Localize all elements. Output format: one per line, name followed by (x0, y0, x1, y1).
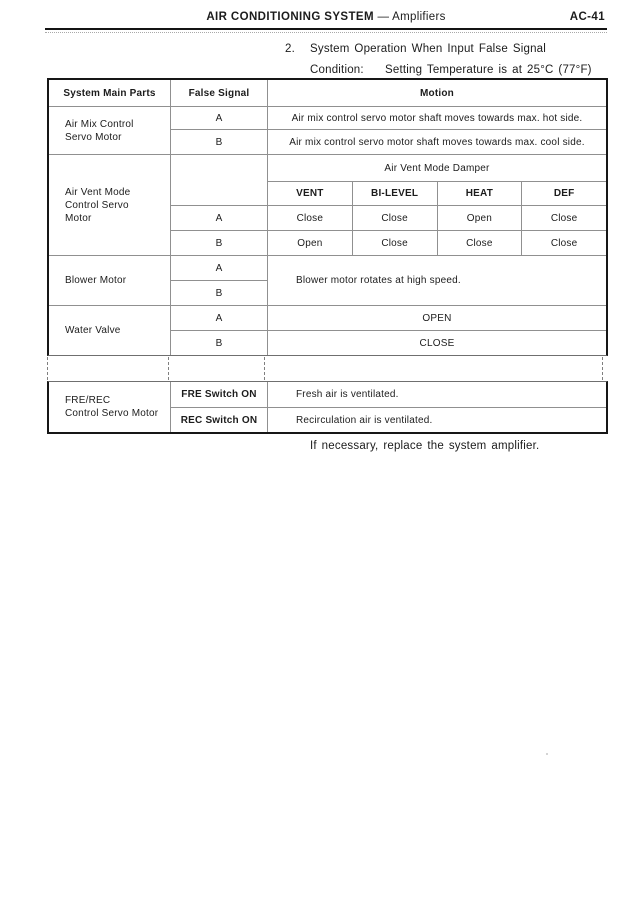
part-label-line: Air Mix Control (65, 118, 134, 130)
part-label-line: Blower Motor (65, 275, 127, 286)
damper-value-cell: Open (268, 231, 352, 255)
motion-cell: OPEN (268, 306, 606, 330)
part-cell-water-valve: Water Valve (49, 306, 170, 355)
part-cell-air-vent: Air Vent Mode Control Servo Motor (49, 155, 170, 255)
condition-line: Condition: Setting Temperature is at 25°C… (310, 60, 592, 81)
damper-value-cell: Close (352, 206, 437, 230)
signal-cell: A (171, 107, 267, 129)
signal-cell: B (171, 331, 267, 355)
damper-column-def: DEF (522, 182, 606, 205)
signal-cell: B (171, 130, 267, 154)
fre-rec-table: FRE/REC Control Servo Motor FRE Switch O… (47, 381, 608, 434)
motion-cell: Blower motor rotates at high speed. (268, 256, 606, 305)
motion-cell: Air mix control servo motor shaft moves … (268, 130, 606, 154)
page-title-separator: — (377, 11, 390, 23)
signal-cell: B (171, 231, 267, 255)
list-item-number: 2. (285, 43, 295, 55)
condition-label: Condition: (310, 64, 364, 76)
dashed-connector-line (602, 357, 603, 380)
part-cell-air-mix: Air Mix Control Servo Motor (49, 107, 170, 154)
damper-value-cell: Close (522, 231, 606, 255)
operation-table: System Main Parts False Signal Motion Ai… (47, 78, 608, 356)
damper-value-cell: Open (437, 206, 522, 230)
switch-cell: REC Switch ON (171, 408, 267, 432)
page-title-subtitle: Amplifiers (392, 11, 446, 23)
part-label-line: Servo Motor (65, 131, 122, 143)
column-header-signal: False Signal (171, 80, 267, 106)
section-heading: System Operation When Input False Signal (310, 43, 547, 55)
signal-cell: B (171, 281, 267, 305)
intro-heading-line: 2. System Operation When Input False Sign… (285, 39, 592, 60)
part-cell-fre-rec: FRE/REC Control Servo Motor (49, 382, 170, 432)
damper-value-cell: Close (352, 231, 437, 255)
motion-cell: Fresh air is ventilated. (268, 382, 606, 407)
signal-cell: A (171, 256, 267, 280)
part-label-line: Control Servo (65, 199, 129, 211)
header-rule-shadow (45, 32, 607, 33)
part-label-line: Motor (65, 212, 92, 224)
part-label-line: Water Valve (65, 325, 121, 336)
signal-cell: A (171, 206, 267, 230)
header-rule (45, 28, 607, 30)
column-header-motion: Motion (268, 80, 606, 106)
part-cell-blower: Blower Motor (49, 256, 170, 305)
signal-cell: A (171, 306, 267, 330)
damper-value-cell: Close (268, 206, 352, 230)
dashed-connector-line (47, 357, 48, 380)
footnote: If necessary, replace the system amplifi… (310, 440, 540, 452)
signal-cell-empty (171, 155, 267, 205)
page-header: AIR CONDITIONING SYSTEM — Amplifiers AC-… (45, 11, 607, 27)
damper-column-heat: HEAT (437, 182, 522, 205)
scan-speck (546, 753, 548, 755)
part-label-line: FRE/REC (65, 395, 111, 406)
motion-cell: Recirculation air is ventilated. (268, 408, 606, 432)
damper-title-cell: Air Vent Mode Damper (268, 155, 606, 181)
motion-cell: Air mix control servo motor shaft moves … (268, 107, 606, 129)
damper-value-cell: Close (437, 231, 522, 255)
part-label-line: Control Servo Motor (65, 408, 159, 419)
switch-cell: FRE Switch ON (171, 382, 267, 407)
damper-column-vent: VENT (268, 182, 352, 205)
page-number: AC-41 (569, 11, 605, 23)
page-title-main: AIR CONDITIONING SYSTEM (206, 11, 374, 23)
dashed-connector-line (168, 357, 169, 380)
dashed-connector-line (264, 357, 265, 380)
condition-value: Setting Temperature is at 25°C (77°F) (385, 64, 592, 76)
part-label-line: Air Vent Mode (65, 186, 131, 198)
page-title: AIR CONDITIONING SYSTEM — Amplifiers (45, 11, 607, 23)
damper-value-cell: Close (522, 206, 606, 230)
column-header-part: System Main Parts (49, 80, 170, 106)
motion-cell: CLOSE (268, 331, 606, 355)
damper-column-bilevel: BI-LEVEL (352, 182, 437, 205)
section-intro: 2. System Operation When Input False Sign… (285, 39, 592, 81)
